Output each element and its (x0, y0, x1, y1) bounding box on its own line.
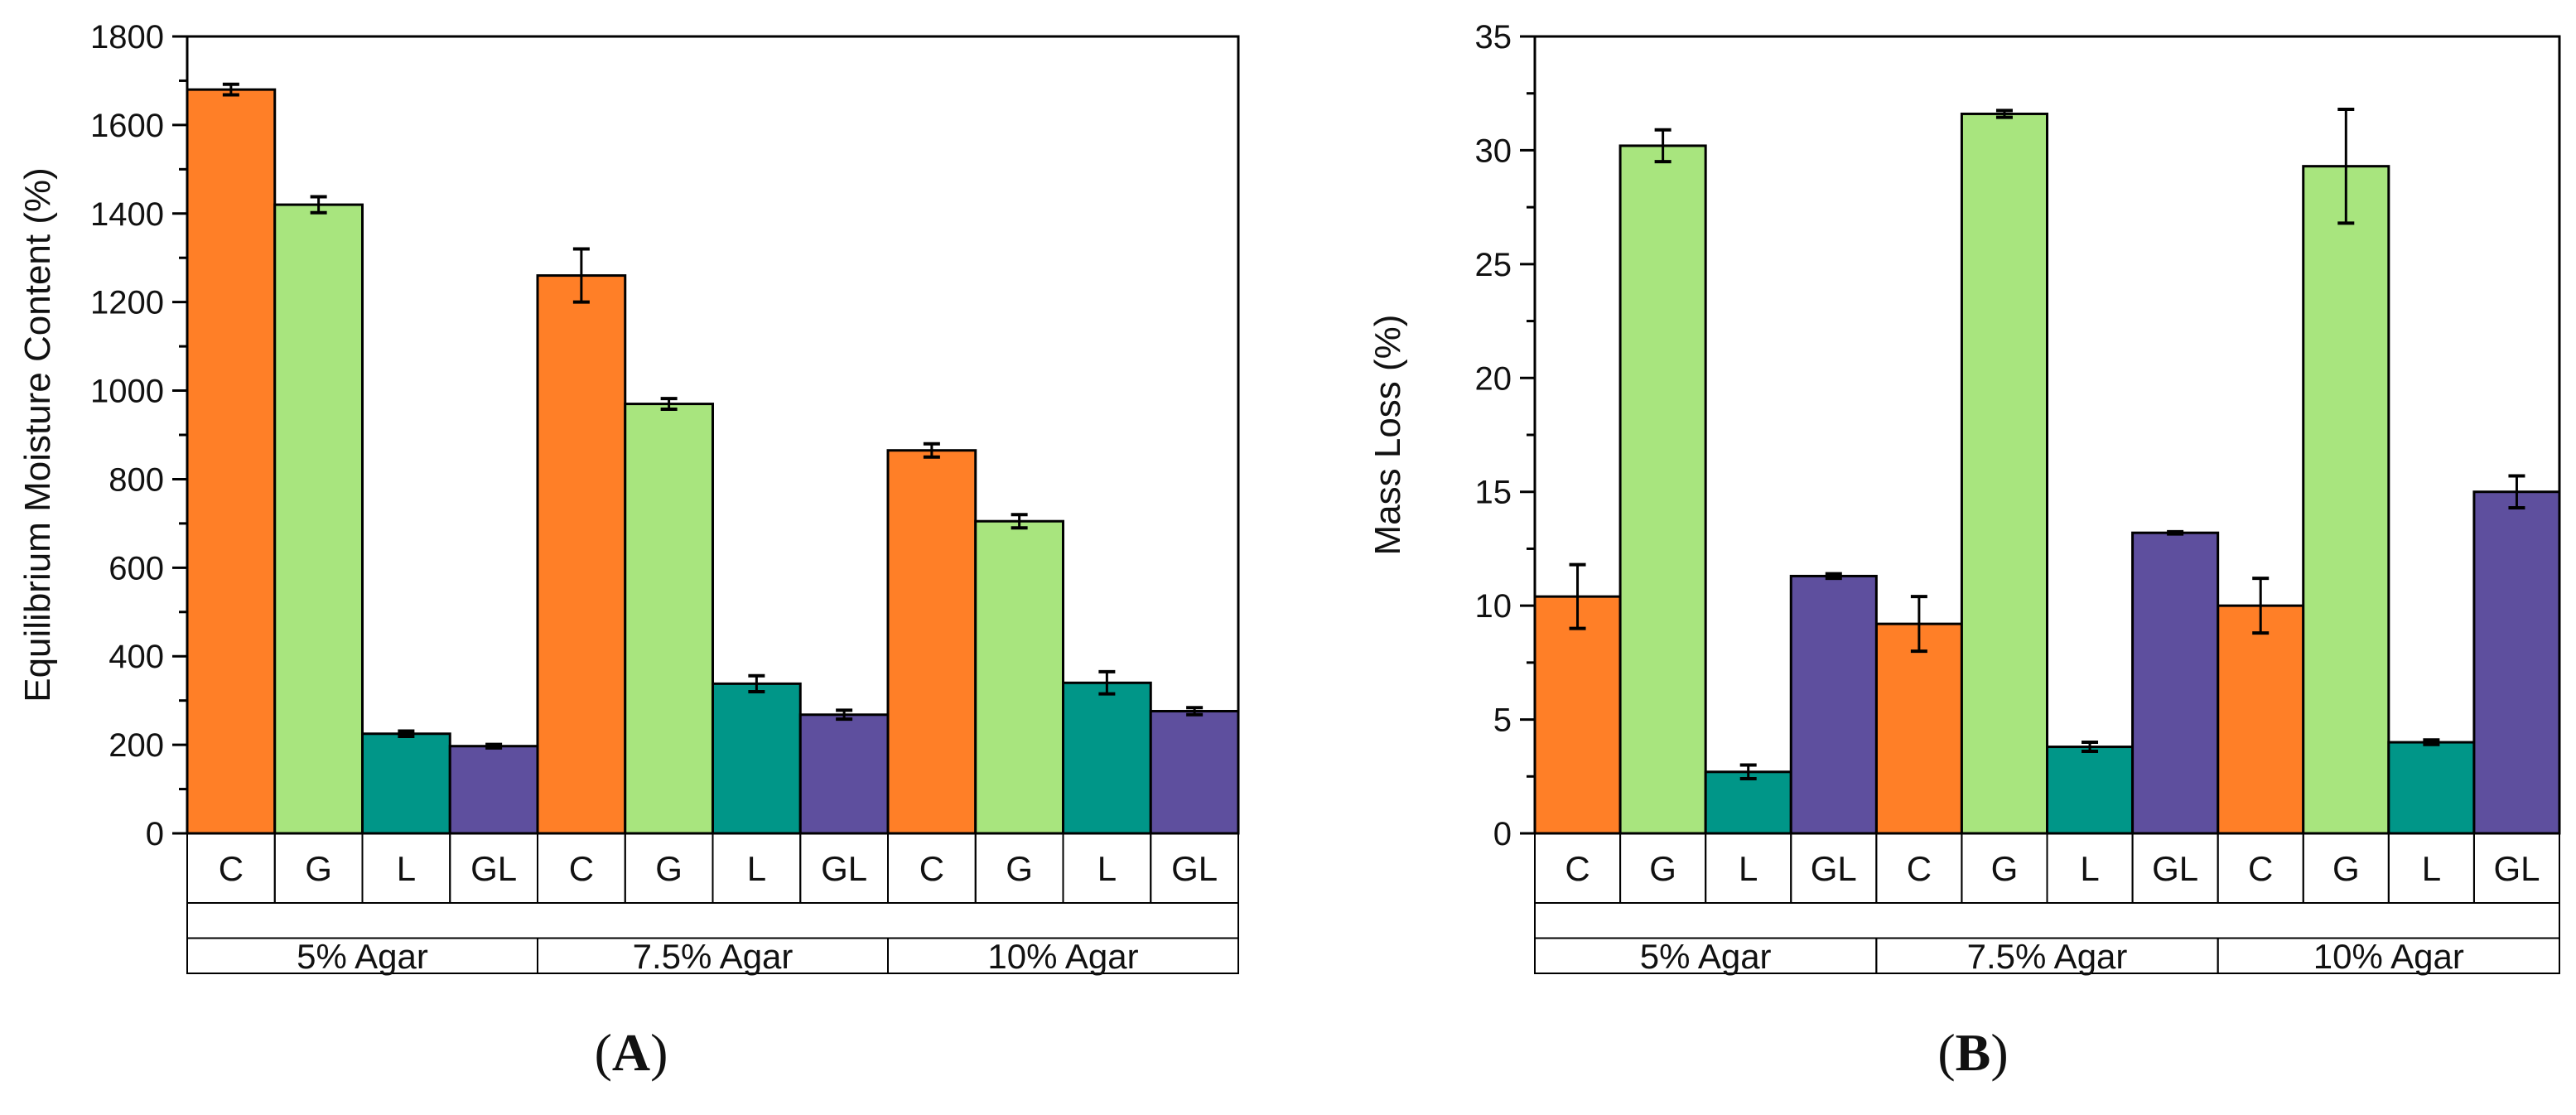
bar-l-group-1 (1704, 770, 1792, 835)
panel-tag: (A) (595, 1023, 668, 1082)
category-label-l: L (2080, 849, 2099, 888)
category-cell (2472, 833, 2561, 904)
category-label-c: C (1565, 849, 1589, 888)
y-tick-label: 1400 (90, 196, 164, 233)
panel-tag-paren-open: ( (1937, 1023, 1955, 1082)
y-tick-label: 30 (1475, 133, 1512, 169)
category-label-gl: GL (821, 849, 867, 888)
group-label: 7.5% Agar (1967, 937, 2128, 976)
bar-c-group-2 (536, 274, 627, 835)
y-tick-label: 0 (1493, 816, 1512, 852)
category-label-g: G (655, 849, 683, 888)
category-label-gl: GL (2493, 849, 2540, 888)
y-tick-label: 35 (1475, 19, 1512, 56)
category-label-c: C (569, 849, 594, 888)
bar-c-group-1 (186, 88, 277, 835)
group-label: 10% Agar (987, 937, 1138, 976)
bar-g-group-2 (1960, 112, 2049, 835)
group-label: 5% Agar (297, 937, 428, 976)
y-axis-title: Mass Loss (%) (1368, 315, 1408, 556)
category-label-gl: GL (2152, 849, 2198, 888)
group-label: 7.5% Agar (633, 937, 794, 976)
y-tick-label: 800 (109, 461, 164, 498)
category-cell (1150, 833, 1239, 904)
y-tick-label: 600 (109, 550, 164, 586)
y-axis-title: Equilibrium Moisture Content (%) (17, 167, 58, 702)
bar-gl-group-2 (2131, 531, 2220, 835)
y-tick-label: 1600 (90, 108, 164, 144)
bar-g-group-1 (273, 203, 364, 835)
category-label-g: G (1649, 849, 1676, 888)
bar-gl-group-3 (2472, 490, 2561, 835)
category-label-l: L (1739, 849, 1758, 888)
y-tick-label: 25 (1475, 247, 1512, 283)
category-label-g: G (1991, 849, 2019, 888)
y-tick-label: 200 (109, 727, 164, 764)
category-label-l: L (2422, 849, 2441, 888)
bar-g-group-3 (974, 519, 1064, 835)
y-tick-label: 10 (1475, 588, 1512, 625)
y-tick-label: 0 (146, 816, 164, 852)
y-tick-label: 1000 (90, 374, 164, 410)
category-label-c: C (1907, 849, 1932, 888)
category-label-gl: GL (1811, 849, 1857, 888)
panel-tag: (B) (1937, 1023, 2008, 1082)
panel-tag-letter: B (1956, 1023, 1991, 1082)
bar-l-group-2 (712, 682, 802, 835)
category-label-c: C (919, 849, 944, 888)
category-label-g: G (1006, 849, 1033, 888)
panel-tag-paren-close: ) (1990, 1023, 2008, 1082)
bar-c-group-1 (1533, 595, 1622, 835)
bar-g-group-3 (2302, 165, 2390, 835)
bar-l-group-2 (2046, 746, 2135, 835)
bar-l-group-1 (361, 732, 451, 835)
bar-c-group-2 (1874, 622, 1963, 835)
group-cell (887, 937, 1239, 974)
bar-gl-group-2 (798, 713, 890, 835)
bar-c-group-3 (886, 449, 977, 835)
group-label: 10% Agar (2313, 937, 2464, 976)
category-label-gl: GL (470, 849, 517, 888)
group-cell (2217, 937, 2561, 974)
y-tick-label: 20 (1475, 360, 1512, 397)
category-label-gl: GL (1171, 849, 1218, 888)
category-label-l: L (1097, 849, 1117, 888)
panel-tag-paren-close: ) (650, 1023, 668, 1082)
category-label-c: C (219, 849, 244, 888)
y-tick-label: 1200 (90, 285, 164, 321)
group-label: 5% Agar (1640, 937, 1772, 976)
bar-g-group-1 (1618, 144, 1707, 835)
bar-gl-group-3 (1149, 709, 1240, 835)
category-label-c: C (2248, 849, 2273, 888)
category-label-g: G (305, 849, 332, 888)
bar-l-group-3 (2387, 741, 2476, 835)
bar-l-group-3 (1062, 681, 1152, 835)
bar-g-group-2 (624, 403, 714, 835)
category-label-l: L (747, 849, 766, 888)
category-label-l: L (397, 849, 416, 888)
y-tick-label: 400 (109, 639, 164, 675)
panel-tag-letter: A (612, 1023, 650, 1082)
bar-gl-group-1 (448, 745, 539, 835)
y-tick-label: 1800 (90, 19, 164, 56)
y-tick-label: 5 (1493, 702, 1512, 739)
bar-gl-group-1 (1789, 574, 1878, 835)
panel-tag-paren-open: ( (595, 1023, 612, 1082)
y-tick-label: 15 (1475, 475, 1512, 511)
bar-c-group-3 (2217, 604, 2305, 835)
category-label-g: G (2332, 849, 2360, 888)
